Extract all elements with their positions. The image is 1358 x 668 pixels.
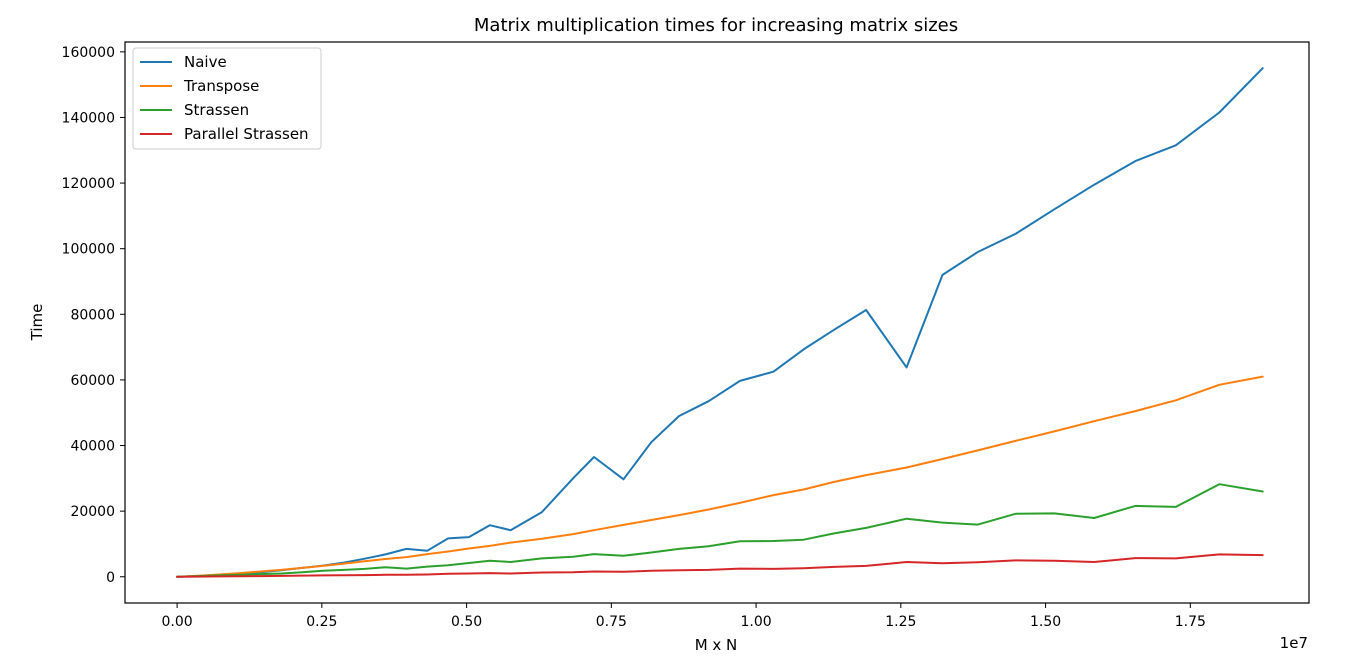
legend-label-naive: Naive xyxy=(184,53,227,71)
y-axis: 0 20000 40000 60000 80000 100000 120000 140000 1… xyxy=(62,45,125,586)
plot-frame xyxy=(124,41,1310,604)
y-tick-label: 140000 xyxy=(62,110,115,126)
chart-title: Matrix multiplication times for increasi… xyxy=(474,15,958,36)
legend: Naive Transpose Strassen Parallel Strassen xyxy=(132,47,322,150)
x-axis-label: M x N xyxy=(695,636,738,654)
x-tick-label: 0.00 xyxy=(162,614,193,630)
y-tick-label: 80000 xyxy=(70,307,115,323)
y-tick-label: 160000 xyxy=(62,45,115,61)
y-tick-label: 100000 xyxy=(62,242,115,258)
y-tick-label: 40000 xyxy=(70,439,115,455)
legend-box xyxy=(132,47,322,150)
x-tick-label: 0.50 xyxy=(451,614,482,630)
y-tick-label: 120000 xyxy=(62,176,115,192)
x-tick-label: 0.75 xyxy=(596,614,627,630)
series-line-strassen xyxy=(176,483,1264,578)
series-line-transpose xyxy=(176,375,1264,578)
y-axis-label: Time xyxy=(28,304,46,342)
x-tick-label: 0.25 xyxy=(306,614,337,630)
series-line-parallel-strassen xyxy=(176,553,1264,578)
legend-label-parallel-strassen: Parallel Strassen xyxy=(184,125,309,143)
x-axis-offset-label: 1e7 xyxy=(1280,634,1308,652)
legend-label-transpose: Transpose xyxy=(183,77,259,95)
legend-label-strassen: Strassen xyxy=(184,101,249,119)
x-axis: 0.00 0.25 0.50 0.75 1.00 1.25 1.50 1.75 xyxy=(162,603,1206,630)
y-tick-label: 20000 xyxy=(70,504,115,520)
x-tick-label: 1.75 xyxy=(1175,614,1206,630)
x-tick-label: 1.50 xyxy=(1030,614,1061,630)
x-tick-label: 1.25 xyxy=(885,614,916,630)
x-tick-label: 1.00 xyxy=(740,614,771,630)
series-layer xyxy=(176,67,1264,578)
y-tick-label: 0 xyxy=(106,570,115,586)
y-tick-label: 60000 xyxy=(70,373,115,389)
